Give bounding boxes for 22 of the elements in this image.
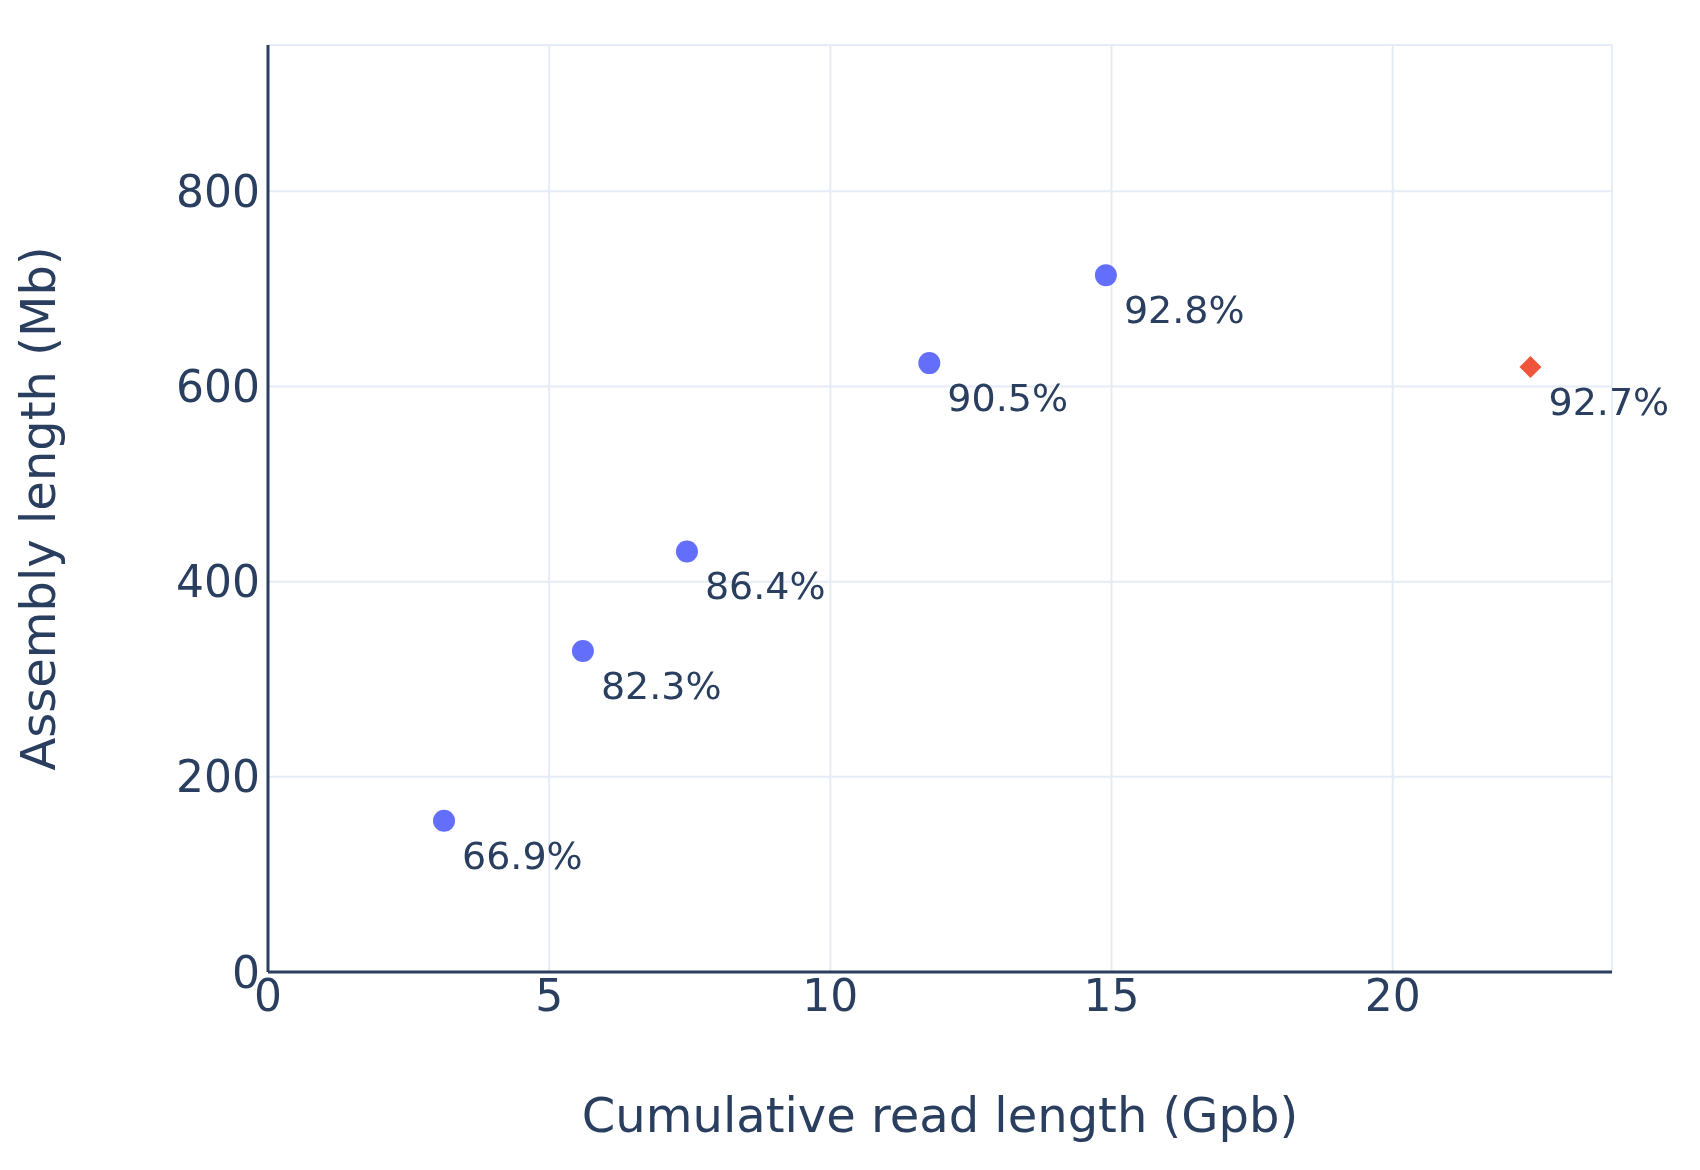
y-tick-label: 800 xyxy=(176,165,260,217)
annotation: 82.3% xyxy=(600,663,722,708)
x-tick-label: 15 xyxy=(1083,970,1140,1022)
annotation: 92.8% xyxy=(1123,288,1245,333)
annotation: 92.7% xyxy=(1548,380,1670,425)
point xyxy=(675,540,698,563)
x-tick-label: 20 xyxy=(1364,970,1421,1022)
y-tick-label: 200 xyxy=(176,751,260,803)
point xyxy=(571,639,594,662)
y-tick-label: 600 xyxy=(176,361,260,413)
annotation: 90.5% xyxy=(947,376,1069,421)
x-tick-label: 10 xyxy=(802,970,859,1022)
y-tick-label: 400 xyxy=(176,556,260,608)
annotation: 66.9% xyxy=(462,833,583,878)
point xyxy=(918,352,941,375)
x-tick-label: 5 xyxy=(535,970,564,1022)
x-axis-title: Cumulative read length (Gpb) xyxy=(581,1087,1299,1143)
point xyxy=(433,809,456,832)
y-axis-title: Assembly length (Mb) xyxy=(10,246,67,771)
point xyxy=(1519,356,1542,379)
point xyxy=(1094,264,1117,287)
annotation: 86.4% xyxy=(704,564,826,609)
